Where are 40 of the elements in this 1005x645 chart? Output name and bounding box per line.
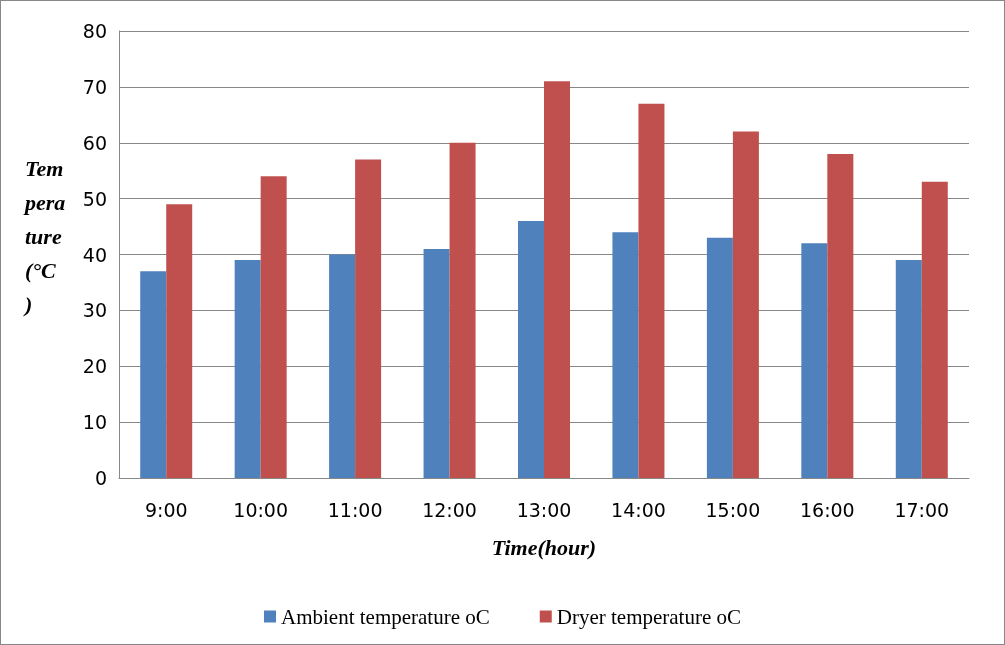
x-tick-label: 15:00 bbox=[705, 498, 761, 521]
x-tick-label: 10:00 bbox=[233, 498, 289, 521]
bar bbox=[827, 153, 854, 478]
bar bbox=[423, 248, 450, 478]
bar bbox=[166, 204, 193, 478]
bar bbox=[732, 131, 759, 478]
x-tick-label: 11:00 bbox=[327, 498, 383, 521]
bar bbox=[544, 81, 570, 478]
bar bbox=[706, 237, 733, 478]
bar bbox=[612, 232, 639, 478]
x-axis-title: Time(hour) bbox=[491, 534, 597, 560]
x-tick-label: 14:00 bbox=[611, 498, 666, 521]
x-tick-label: 9:00 bbox=[144, 498, 188, 521]
bar bbox=[140, 271, 167, 478]
legend-label: Dryer temperature oC bbox=[556, 604, 742, 629]
bar bbox=[518, 220, 544, 478]
y-tick-label: 60 bbox=[82, 131, 107, 154]
bar bbox=[329, 254, 356, 478]
bar bbox=[355, 159, 382, 478]
bar bbox=[801, 243, 828, 478]
legend-label: Ambient temperature oC bbox=[280, 604, 490, 629]
bar bbox=[449, 142, 476, 478]
y-tick-label: 20 bbox=[82, 355, 107, 378]
y-tick-label: 10 bbox=[82, 411, 107, 434]
y-tick-label: 50 bbox=[82, 187, 107, 210]
y-tick-label: 40 bbox=[82, 243, 107, 266]
y-tick-label: 0 bbox=[94, 467, 107, 489]
bar bbox=[921, 181, 948, 478]
y-tick-label: 80 bbox=[82, 20, 107, 42]
x-tick-label: 12:00 bbox=[422, 498, 477, 521]
bar bbox=[895, 260, 922, 478]
bar bbox=[234, 260, 261, 478]
x-tick-label: 16:00 bbox=[799, 498, 855, 521]
x-tick-label: 17:00 bbox=[894, 498, 950, 521]
bar bbox=[638, 103, 665, 478]
y-tick-label: 30 bbox=[82, 299, 107, 322]
y-axis-title: Temperature (°C) bbox=[23, 155, 68, 317]
y-tick-label: 70 bbox=[82, 75, 107, 98]
bar bbox=[260, 176, 287, 478]
x-tick-label: 13:00 bbox=[516, 498, 572, 521]
